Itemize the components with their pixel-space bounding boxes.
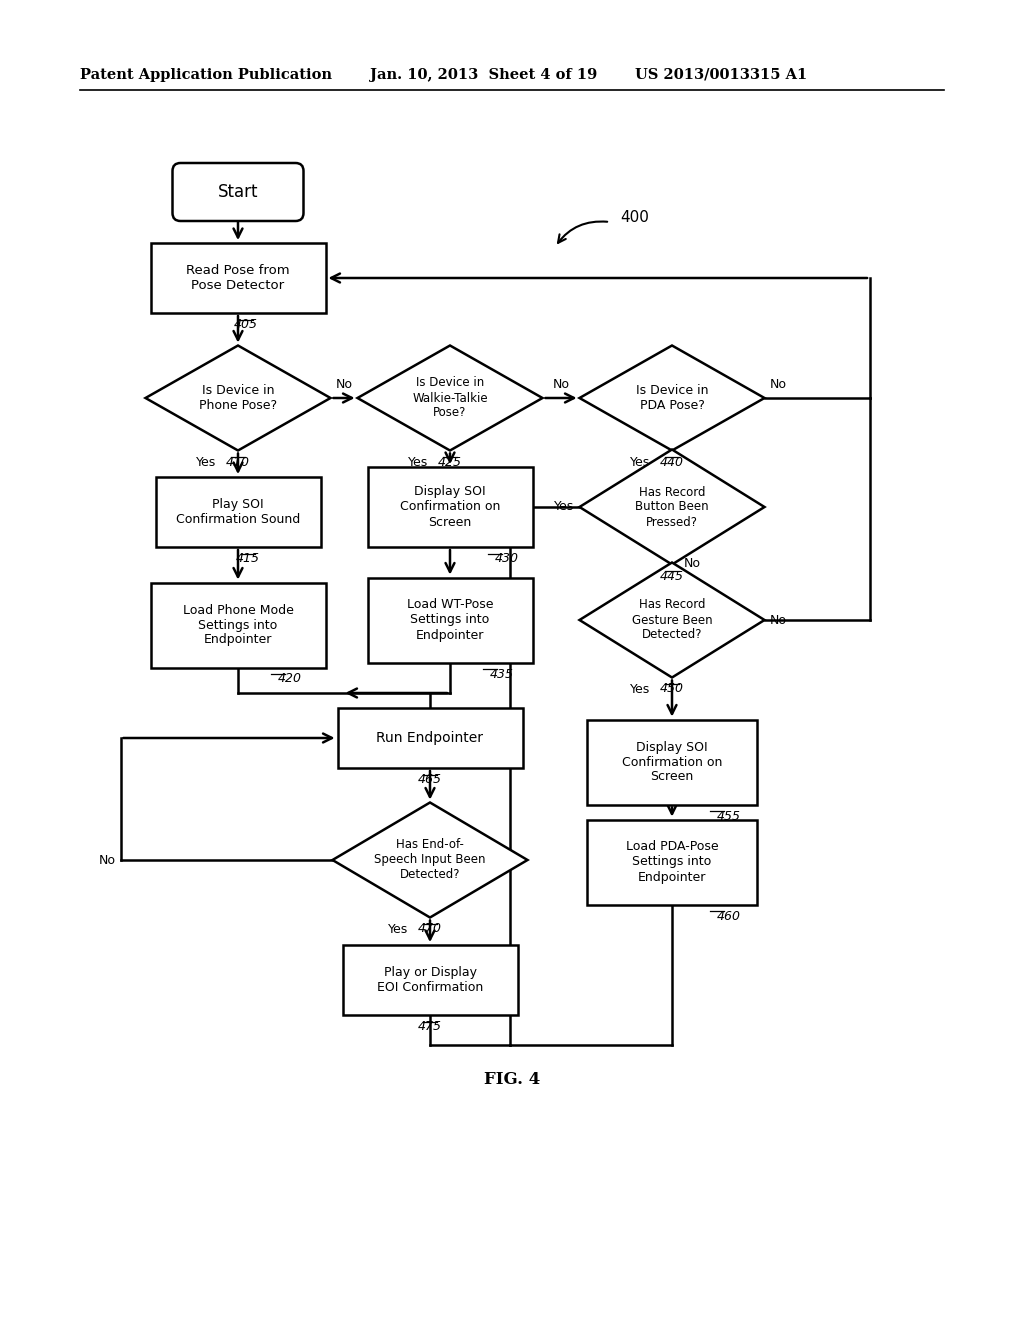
Text: US 2013/0013315 A1: US 2013/0013315 A1 [635, 69, 807, 82]
Text: 415: 415 [236, 552, 260, 565]
Text: Display SOI
Confirmation on
Screen: Display SOI Confirmation on Screen [399, 486, 500, 528]
Text: Yes: Yes [196, 455, 216, 469]
Text: 465: 465 [418, 774, 442, 785]
Text: 450: 450 [660, 682, 684, 696]
Text: 405: 405 [234, 318, 258, 331]
Text: 430: 430 [495, 552, 519, 565]
Text: 475: 475 [418, 1020, 442, 1034]
Text: 435: 435 [490, 668, 514, 681]
Text: 460: 460 [717, 909, 741, 923]
Text: No: No [336, 378, 352, 391]
Bar [338, 708, 522, 768]
Polygon shape [145, 346, 331, 450]
Text: Yes: Yes [554, 500, 574, 513]
Bar [587, 820, 757, 904]
Text: Read Pose from
Pose Detector: Read Pose from Pose Detector [186, 264, 290, 292]
Text: 470: 470 [418, 923, 442, 936]
Text: Is Device in
Walkie-Talkie
Pose?: Is Device in Walkie-Talkie Pose? [413, 376, 487, 420]
Text: Has End-of-
Speech Input Been
Detected?: Has End-of- Speech Input Been Detected? [374, 838, 485, 882]
Text: No: No [769, 378, 786, 391]
Text: Patent Application Publication: Patent Application Publication [80, 69, 332, 82]
Text: FIG. 4: FIG. 4 [484, 1072, 540, 1089]
Text: Load WT-Pose
Settings into
Endpointer: Load WT-Pose Settings into Endpointer [407, 598, 494, 642]
Text: Yes: Yes [630, 455, 650, 469]
Text: 455: 455 [717, 809, 741, 822]
Text: Yes: Yes [630, 682, 650, 696]
FancyBboxPatch shape [172, 162, 303, 220]
Polygon shape [357, 346, 543, 450]
Text: Yes: Yes [408, 455, 428, 469]
Bar [151, 582, 326, 668]
Text: Load PDA-Pose
Settings into
Endpointer: Load PDA-Pose Settings into Endpointer [626, 841, 718, 883]
Text: Yes: Yes [388, 923, 408, 936]
Bar [156, 477, 321, 546]
Bar [587, 719, 757, 804]
Text: Run Endpointer: Run Endpointer [377, 731, 483, 744]
Text: 445: 445 [660, 569, 684, 582]
Text: Is Device in
PDA Pose?: Is Device in PDA Pose? [636, 384, 709, 412]
Text: Play SOI
Confirmation Sound: Play SOI Confirmation Sound [176, 498, 300, 525]
Bar [342, 945, 517, 1015]
Text: Start: Start [218, 183, 258, 201]
Text: Is Device in
Phone Pose?: Is Device in Phone Pose? [199, 384, 278, 412]
Polygon shape [580, 450, 765, 565]
Text: No: No [553, 378, 569, 391]
Bar [151, 243, 326, 313]
Text: Has Record
Gesture Been
Detected?: Has Record Gesture Been Detected? [632, 598, 713, 642]
Text: No: No [769, 614, 786, 627]
Text: 420: 420 [278, 672, 302, 685]
Text: 425: 425 [438, 455, 462, 469]
Text: Has Record
Button Been
Pressed?: Has Record Button Been Pressed? [635, 486, 709, 528]
Text: 410: 410 [226, 455, 250, 469]
Text: 440: 440 [660, 455, 684, 469]
Text: Display SOI
Confirmation on
Screen: Display SOI Confirmation on Screen [622, 741, 722, 784]
Bar [368, 578, 532, 663]
Text: Jan. 10, 2013  Sheet 4 of 19: Jan. 10, 2013 Sheet 4 of 19 [370, 69, 597, 82]
Polygon shape [333, 803, 527, 917]
Text: No: No [98, 854, 116, 866]
Polygon shape [580, 562, 765, 677]
Text: 400: 400 [620, 210, 649, 226]
Text: Play or Display
EOI Confirmation: Play or Display EOI Confirmation [377, 966, 483, 994]
Text: Load Phone Mode
Settings into
Endpointer: Load Phone Mode Settings into Endpointer [182, 603, 294, 647]
Text: No: No [684, 557, 701, 570]
Bar [368, 467, 532, 546]
Polygon shape [580, 346, 765, 450]
